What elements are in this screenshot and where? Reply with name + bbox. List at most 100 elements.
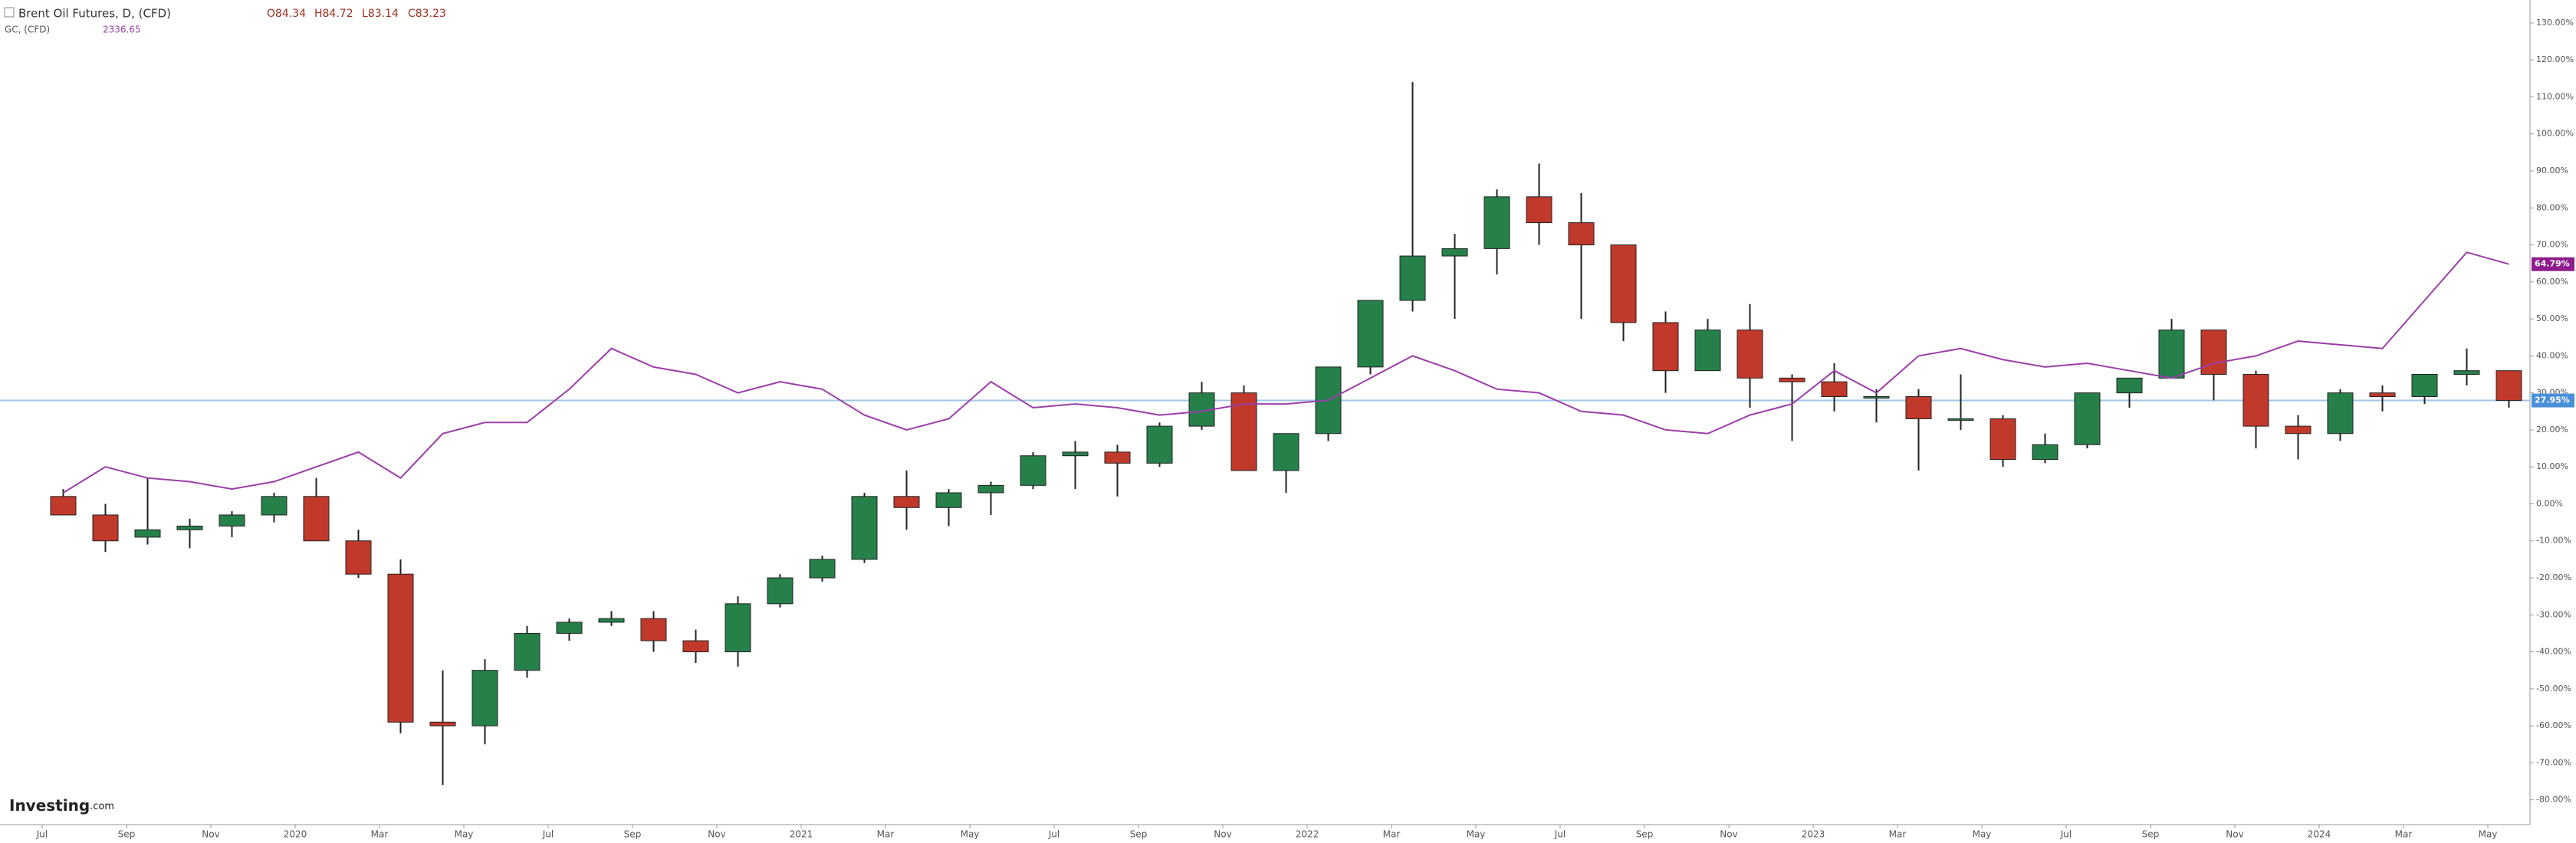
candle-body xyxy=(514,632,540,671)
candle-body xyxy=(50,496,77,516)
ohlc-high: H84.72 xyxy=(314,8,353,20)
candle-body xyxy=(767,577,794,605)
x-tick-label: 2020 xyxy=(284,829,307,840)
x-tick-label: Nov xyxy=(1720,829,1737,840)
candle-body xyxy=(851,496,878,560)
candle-body xyxy=(724,603,751,653)
candle-body xyxy=(219,514,245,526)
x-tick-label: Jul xyxy=(36,829,48,840)
candle-body xyxy=(1990,418,2016,461)
y-tick-label: 0.00% xyxy=(2536,498,2563,508)
x-tick-label: May xyxy=(961,829,980,840)
price-tag: 27.95% xyxy=(2535,395,2570,405)
ohlc-close: C83.23 xyxy=(408,8,446,20)
x-tick-label: Nov xyxy=(1214,829,1231,840)
candle-body xyxy=(1020,455,1046,486)
x-tick-label: Jul xyxy=(542,829,554,840)
candle-body xyxy=(2453,370,2480,376)
candle-body xyxy=(1905,395,1932,419)
x-tick-label: Mar xyxy=(1889,829,1907,840)
candle-body xyxy=(1357,300,1384,368)
candle-body xyxy=(261,496,288,516)
candle-body xyxy=(1146,425,1173,464)
x-tick-label: Nov xyxy=(2226,829,2243,840)
candle-body xyxy=(1652,322,1679,372)
candle-body xyxy=(472,670,498,727)
y-tick-label: 120.00% xyxy=(2536,54,2574,64)
price-tag-bg xyxy=(2532,257,2574,271)
candle-body xyxy=(92,514,119,542)
y-tick-label: 60.00% xyxy=(2536,277,2568,287)
candle-body xyxy=(1526,196,1552,224)
ohlc-open: O84.34 xyxy=(267,8,306,20)
x-tick-label: Jul xyxy=(1048,829,1060,840)
candle-body xyxy=(2242,374,2269,427)
candle-body xyxy=(2327,392,2354,435)
x-tick-label: Sep xyxy=(118,829,136,840)
candle-body xyxy=(809,559,836,579)
x-tick-label: Mar xyxy=(877,829,895,840)
y-tick-label: -50.00% xyxy=(2536,684,2571,694)
candle-body xyxy=(2116,377,2143,394)
x-tick-label: 2024 xyxy=(2308,829,2331,840)
x-tick-label: Sep xyxy=(624,829,642,840)
legend-gold-price: 2336.65 xyxy=(103,25,141,35)
candle-body xyxy=(1863,395,1890,399)
logo-name: Investing xyxy=(9,796,90,815)
candle-body xyxy=(2200,330,2227,376)
x-tick-label: Nov xyxy=(708,829,725,840)
x-tick-label: Sep xyxy=(2142,829,2160,840)
candle-body xyxy=(1947,418,1974,421)
candle-body xyxy=(387,573,414,723)
y-tick-label: 90.00% xyxy=(2536,166,2568,175)
y-tick-label: -40.00% xyxy=(2536,647,2571,657)
candle-body xyxy=(1399,255,1426,301)
x-tick-label: Mar xyxy=(1383,829,1401,840)
candle-body xyxy=(1568,222,1595,246)
candle-body xyxy=(1779,377,1806,382)
candle-body xyxy=(640,618,667,641)
price-tag-bg xyxy=(2532,393,2574,408)
x-tick-label: May xyxy=(1467,829,1486,840)
y-tick-label: 110.00% xyxy=(2536,91,2574,101)
x-tick-label: 2021 xyxy=(790,829,813,840)
collapse-icon[interactable] xyxy=(4,7,15,18)
x-tick-label: Mar xyxy=(2395,829,2413,840)
candle-body xyxy=(893,496,920,508)
x-tick-label: May xyxy=(2479,829,2498,840)
y-tick-label: 130.00% xyxy=(2536,18,2574,28)
candle-body xyxy=(1273,433,1300,471)
x-tick-label: Sep xyxy=(1130,829,1148,840)
logo: Investing.com xyxy=(9,796,114,815)
y-tick-label: -20.00% xyxy=(2536,572,2571,582)
x-tick-label: 2023 xyxy=(1802,829,1825,840)
y-tick-label: -30.00% xyxy=(2536,609,2571,619)
candle-body xyxy=(2411,374,2438,397)
y-tick-label: 20.00% xyxy=(2536,425,2568,435)
y-tick-label: -10.00% xyxy=(2536,536,2571,546)
legend-brent: Brent Oil Futures, D, (CFD) xyxy=(18,7,171,21)
candle-body xyxy=(598,618,625,623)
candle-body xyxy=(935,492,962,508)
candle-body xyxy=(2158,330,2185,379)
y-tick-label: 10.00% xyxy=(2536,461,2568,471)
x-tick-label: Nov xyxy=(202,829,219,840)
candle-body xyxy=(1737,330,1763,379)
candle-body xyxy=(1610,244,1637,323)
candle-body xyxy=(1062,451,1089,457)
candle-body xyxy=(1484,196,1510,249)
x-tick-label: Sep xyxy=(1636,829,1654,840)
candle-body xyxy=(303,496,330,542)
y-tick-label: -70.00% xyxy=(2536,757,2571,767)
ohlc-low: L83.14 xyxy=(362,8,399,20)
candle-body xyxy=(2369,392,2396,397)
candle-body xyxy=(682,640,709,653)
logo-suffix: .com xyxy=(90,801,114,812)
candle-body xyxy=(429,721,456,727)
y-tick-label: -60.00% xyxy=(2536,720,2571,730)
legend-gold: GC, (CFD) xyxy=(5,25,50,35)
x-tick-label: Jul xyxy=(1554,829,1566,840)
